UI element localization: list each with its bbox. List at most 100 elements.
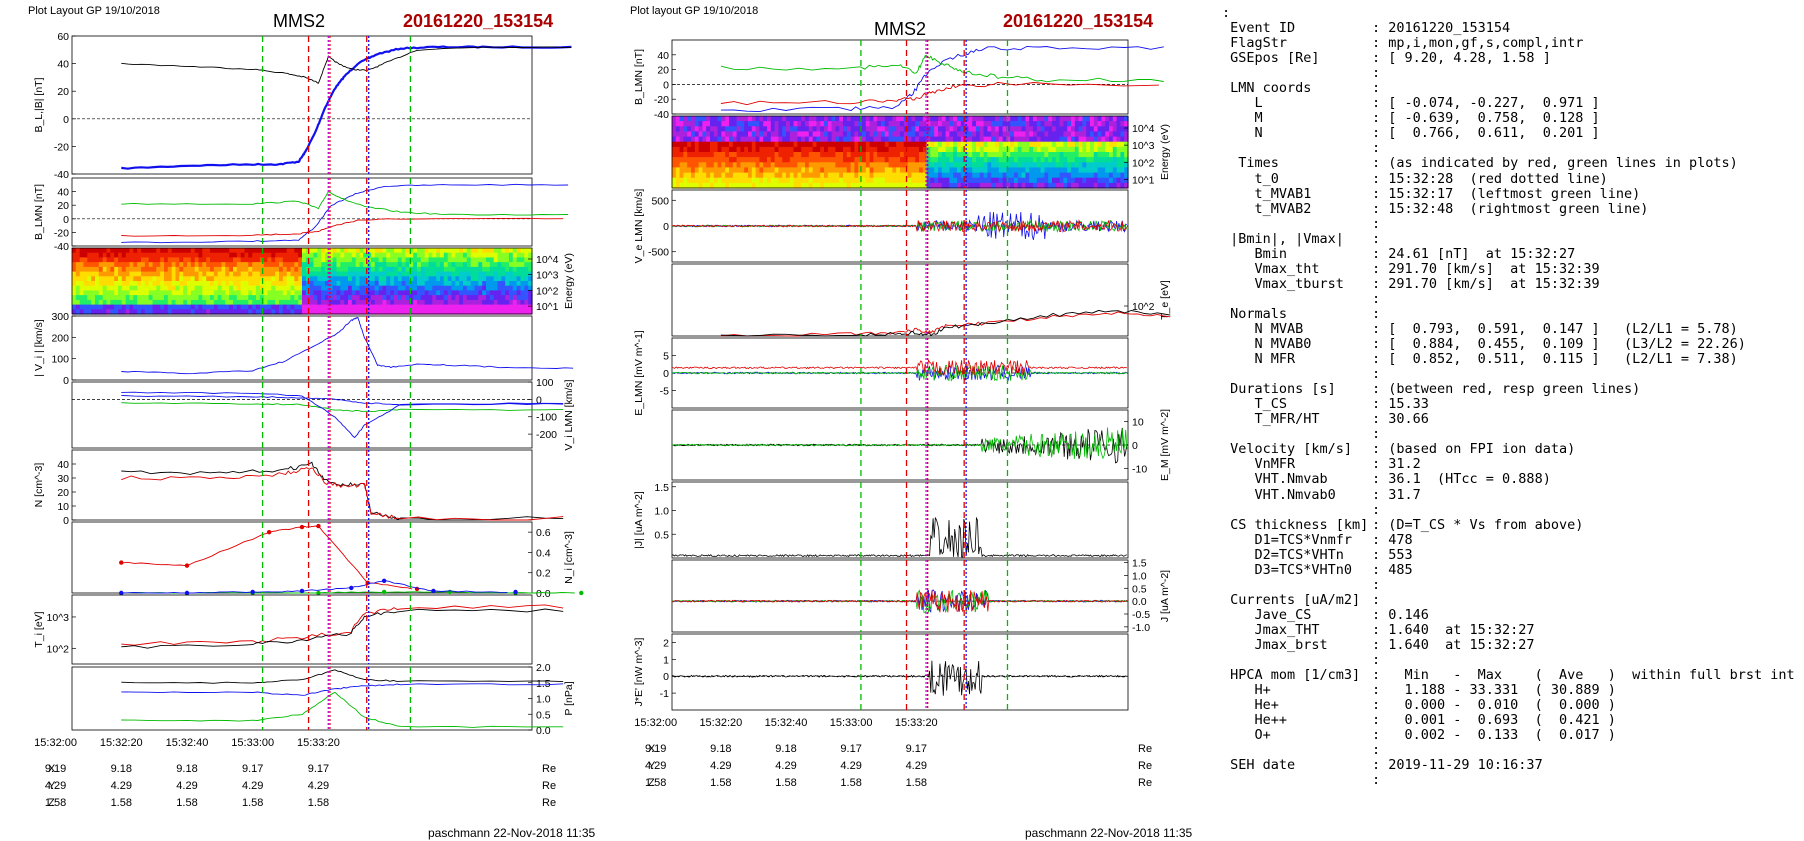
summary-row: : <box>1222 367 1795 382</box>
left-panel-frame <box>71 177 533 247</box>
right-ytick-label: 2 <box>663 637 669 649</box>
right-panel-frame <box>671 481 1129 559</box>
left-ytick-label: 10^4 <box>536 254 559 266</box>
right-pos-value: 9.18 <box>775 743 796 755</box>
left-layout-label: Plot Layout GP 19/10/2018 <box>28 5 160 17</box>
summary-value: 0.001 - 0.693 ( 0.421 ) <box>1388 712 1616 729</box>
summary-key: H+ <box>1222 682 1271 699</box>
summary-row: N: [ 0.766, 0.611, 0.201 ] <box>1222 126 1795 141</box>
summary-key: T_MFR/HT <box>1222 411 1320 428</box>
summary-separator: : <box>1372 591 1389 608</box>
left-ytick-label: 40 <box>57 459 69 471</box>
right-burst-series <box>671 516 1127 558</box>
left-series-b-l <box>121 183 569 244</box>
summary-separator: : <box>1372 396 1389 413</box>
right-pos-value: 1.58 <box>645 777 666 789</box>
right-burst-series <box>671 590 1128 613</box>
right-pos-label: Z <box>648 777 655 789</box>
left-ytick-label: 30 <box>57 473 69 485</box>
right-series-b-l <box>720 45 1164 113</box>
summary-key: N MVAB0 <box>1222 336 1312 353</box>
hpca-data-point <box>299 524 305 530</box>
right-panel-8: 1.51.00.50.0-0.5-1.0 J [uA m^-2] <box>671 558 1171 634</box>
summary-row: t_MVAB2: 15:32:48 (rightmost green line) <box>1222 200 1795 217</box>
summary-key <box>1222 141 1372 156</box>
left-ytick-label: 0.2 <box>536 568 551 580</box>
left-ytick-label: 0.0 <box>536 725 551 737</box>
summary-row: VHT.Nmvab0: 31.7 <box>1222 487 1795 503</box>
summary-key: SEH date <box>1222 757 1296 774</box>
left-pos-value: 9.18 <box>176 763 197 775</box>
left-ylabel: T_i [eV] <box>33 611 45 647</box>
left-pos-value: 9.19 <box>45 763 66 775</box>
summary-value: 1.188 - 33.331 ( 30.889 ) <box>1388 682 1616 699</box>
right-panel-2: 10^4 10^3 10^2 10^1 Energy (eV) <box>671 115 1171 189</box>
summary-separator: : <box>1372 275 1389 292</box>
right-ylabel: J*E' [nW m^-3] <box>633 638 645 707</box>
summary-key: t_0 <box>1222 170 1279 187</box>
right-burst-series <box>671 219 1127 233</box>
summary-row: M: [ -0.639, 0.758, 0.128 ] <box>1222 111 1795 126</box>
right-ytick-label: 40 <box>657 50 669 62</box>
left-series-v-m <box>121 402 564 412</box>
summary-separator: : <box>1372 561 1389 578</box>
right-series-b-m <box>720 54 1164 83</box>
summary-value: 1.640 at 15:32:27 <box>1388 621 1535 638</box>
summary-value: 20161220_153154 <box>1388 20 1511 37</box>
summary-separator: : <box>1372 320 1389 337</box>
summary-row: O+: 0.002 - 0.133 ( 0.017 ) <box>1222 728 1795 743</box>
summary-row: Vmax_tht: 291.70 [km/s] at 15:32:39 <box>1222 261 1795 277</box>
left-ytick-label: 40 <box>57 187 69 199</box>
summary-row: |Bmin|, |Vmax|: <box>1222 231 1795 247</box>
left-ytick-label: 1.5 <box>536 678 551 690</box>
summary-value: 15:32:48 (rightmost green line) <box>1388 200 1649 217</box>
left-ytick-label: 0.5 <box>536 709 551 721</box>
left-ylabel: V_i LMN [km/s] <box>563 379 575 450</box>
hpca-data-point <box>381 578 387 584</box>
left-ytick-label: 0 <box>63 515 69 527</box>
summary-value: 2019-11-29 10:16:37 <box>1388 757 1543 774</box>
summary-key: O+ <box>1222 727 1271 744</box>
summary-key <box>1222 66 1372 81</box>
summary-key <box>1222 578 1372 593</box>
summary-row: Normals: <box>1222 305 1795 322</box>
left-ytick-label: 100 <box>536 377 554 389</box>
right-ytick-label: -20 <box>654 94 669 106</box>
summary-separator: : <box>1372 305 1389 322</box>
left-ytick-label: 60 <box>57 31 69 43</box>
summary-key <box>1222 367 1372 382</box>
summary-key: N <box>1222 125 1263 142</box>
left-series-p-i <box>121 691 564 728</box>
left-ytick-label: -20 <box>54 227 69 239</box>
left-panel-4: 300 200 100 0 | V_i | [km/s] <box>33 311 574 387</box>
right-ytick-label: 0.0 <box>1132 596 1147 608</box>
right-ytick-label: 1.0 <box>654 506 669 518</box>
left-panel-frame <box>71 35 533 175</box>
left-series--b- <box>121 46 572 84</box>
summary-row: D1=TCS*Vnmfr: 478 <box>1222 532 1795 548</box>
summary-separator: : <box>1372 456 1389 473</box>
right-ytick-label: 500 <box>651 195 669 207</box>
left-series-ni <box>121 461 564 521</box>
summary-row: : <box>1222 66 1795 81</box>
summary-separator: : <box>1372 20 1389 37</box>
right-ytick-label: 10^3 <box>1132 140 1155 152</box>
left-panel-frame <box>71 594 533 665</box>
left-ytick-label: 10^1 <box>536 301 559 313</box>
right-ytick-label: 5 <box>663 351 669 363</box>
right-pos-label: Y <box>648 760 656 772</box>
right-panel-9: 2 1 0 -1 J*E' [nW m^-3] <box>633 633 1129 711</box>
left-pos-value: 9.18 <box>111 763 132 775</box>
right-burst-series <box>672 364 1127 382</box>
summary-row: N MVAB0: [ 0.884, 0.455, 0.109 ] (L3/L2 … <box>1222 336 1795 353</box>
summary-row: He++: 0.001 - 0.693 ( 0.421 ) <box>1222 713 1795 728</box>
left-panel-frame <box>71 315 533 381</box>
right-pos-unit: Re <box>1138 743 1152 755</box>
right-ytick-label: -10 <box>1132 463 1147 475</box>
summary-separator: : <box>1372 621 1389 638</box>
right-burst-series <box>672 660 1128 696</box>
summary-row: Times: (as indicated by red, green lines… <box>1222 156 1795 171</box>
right-ylabel: B_LMN [nT] <box>633 49 645 105</box>
